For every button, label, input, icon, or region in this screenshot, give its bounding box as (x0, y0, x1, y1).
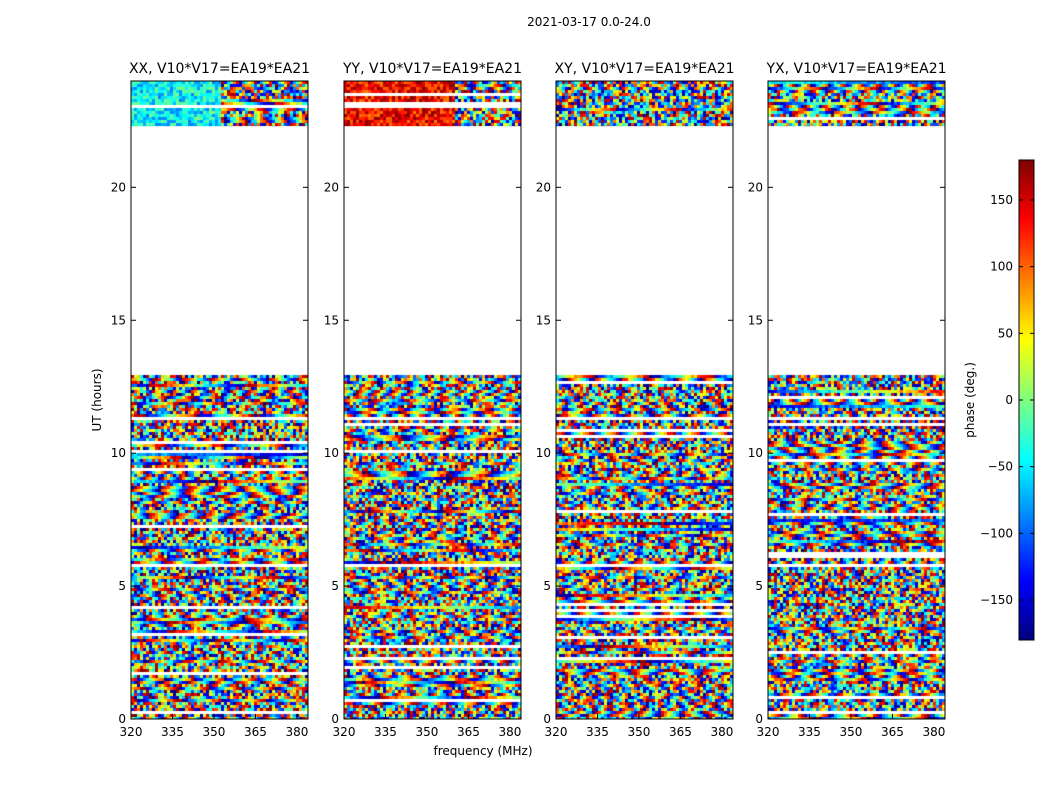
y-axis-label: UT (hours) (90, 368, 104, 431)
no-data-gap (556, 126, 733, 374)
panel-frame (555, 80, 734, 720)
colorbar: 150 100 50 0 −50 −100 −150 phase (deg.) (963, 159, 1035, 641)
colorbar-tick-label: −150 (980, 593, 1013, 607)
panel-frame (130, 80, 309, 720)
y-tick-label: 5 (118, 579, 126, 593)
colorbar-tick-label: 50 (998, 326, 1013, 340)
x-tick-label: 335 (798, 725, 821, 739)
y-tick-label: 0 (331, 712, 339, 726)
x-tick-label: 365 (881, 725, 904, 739)
x-tick-label: 380 (710, 725, 733, 739)
x-tick-label: 365 (244, 725, 267, 739)
x-tick-label: 320 (545, 725, 568, 739)
colorbar-gradient (1019, 160, 1034, 640)
panel-title: XY, V10*V17=EA19*EA21 (554, 61, 734, 77)
no-data-gap (768, 126, 945, 374)
x-tick-label: 320 (757, 725, 780, 739)
y-tick-label: 15 (748, 313, 763, 327)
colorbar-label: phase (deg.) (963, 362, 977, 438)
x-tick-label: 320 (120, 725, 143, 739)
colorbar-tick-label: −50 (988, 460, 1013, 474)
no-data-gap (344, 126, 521, 374)
x-tick-label: 380 (922, 725, 945, 739)
panels: XX, V10*V17=EA19*EA21 0 5 10 15 20 320 335 350 36… (111, 61, 947, 739)
y-tick-label: 15 (536, 313, 551, 327)
x-tick-label: 335 (374, 725, 397, 739)
y-tick-label: 0 (543, 712, 551, 726)
panel-title: YX, V10*V17=EA19*EA21 (765, 61, 946, 77)
panel-frame (343, 80, 522, 720)
y-tick-label: 20 (111, 180, 126, 194)
y-tick-label: 10 (536, 446, 551, 460)
x-tick-label: 320 (333, 725, 356, 739)
x-tick-label: 365 (457, 725, 480, 739)
y-tick-label: 10 (324, 446, 339, 460)
x-axis-label: frequency (MHz) (433, 744, 532, 758)
x-tick-label: 350 (628, 725, 651, 739)
y-tick-label: 20 (536, 180, 551, 194)
colorbar-tick-label: 0 (1005, 393, 1013, 407)
panel-frame (767, 80, 946, 720)
x-tick-label: 350 (840, 725, 863, 739)
x-tick-label: 335 (161, 725, 184, 739)
panel-title: YY, V10*V17=EA19*EA21 (342, 61, 522, 77)
y-tick-label: 0 (755, 712, 763, 726)
x-tick-label: 350 (416, 725, 439, 739)
y-tick-label: 0 (118, 712, 126, 726)
panel-yx: YX, V10*V17=EA19*EA21 0 5 10 15 20 320 335 350 36… (748, 61, 947, 739)
y-tick-label: 20 (324, 180, 339, 194)
colorbar-tick-label: 100 (990, 260, 1013, 274)
x-tick-label: 335 (586, 725, 609, 739)
x-tick-label: 380 (498, 725, 521, 739)
y-tick-label: 10 (748, 446, 763, 460)
y-tick-label: 20 (748, 180, 763, 194)
y-tick-label: 5 (331, 579, 339, 593)
y-tick-label: 15 (324, 313, 339, 327)
panel-xx: XX, V10*V17=EA19*EA21 0 5 10 15 20 320 335 350 36… (111, 61, 310, 739)
x-tick-label: 350 (203, 725, 226, 739)
colorbar-tick-label: −100 (980, 526, 1013, 540)
y-tick-label: 5 (755, 579, 763, 593)
panel-title: XX, V10*V17=EA19*EA21 (129, 61, 310, 77)
y-tick-label: 10 (111, 446, 126, 460)
panel-xy: XY, V10*V17=EA19*EA21 0 5 10 15 20 320 335 350 36… (536, 61, 735, 739)
panel-yy: YY, V10*V17=EA19*EA21 0 5 10 15 20 320 335 350 36… (324, 61, 522, 739)
x-tick-label: 365 (669, 725, 692, 739)
no-data-gap (131, 126, 308, 374)
colorbar-tick-label: 150 (990, 193, 1013, 207)
y-tick-label: 5 (543, 579, 551, 593)
figure-suptitle: 2021-03-17 0.0-24.0 (527, 15, 651, 29)
y-tick-label: 15 (111, 313, 126, 327)
x-tick-label: 380 (285, 725, 308, 739)
